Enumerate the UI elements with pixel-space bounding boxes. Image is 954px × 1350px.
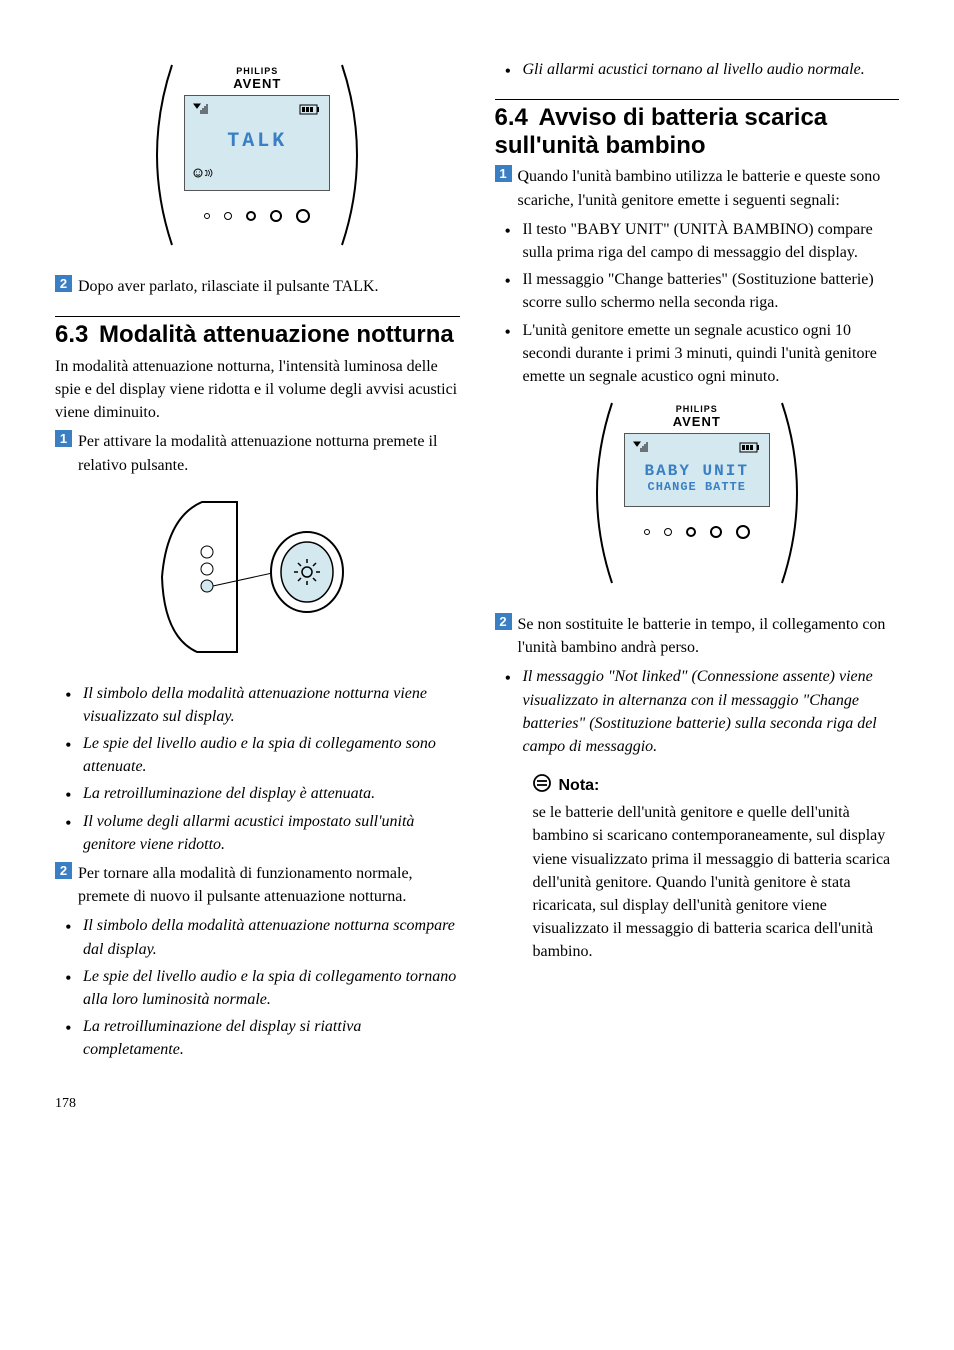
note-label: Nota:: [559, 777, 600, 795]
section-rule-64: [495, 99, 900, 100]
subbrand-label: AVENT: [172, 76, 342, 91]
baby-unit-figure: PHILIPS AVENT BABY UNIT CHANGE BATT: [495, 398, 900, 593]
device-screen-2: BABY UNIT CHANGE BATTE: [624, 433, 770, 507]
section-6-4-step-2: 2 Se non sostituite le batterie in tempo…: [495, 613, 900, 659]
signal-icon: [193, 102, 211, 120]
subbrand-label-2: AVENT: [612, 414, 782, 429]
talk-text: TALK: [191, 120, 323, 167]
brand-label: PHILIPS: [172, 60, 342, 76]
brand-label-2: PHILIPS: [612, 398, 782, 414]
baby-unit-text: BABY UNIT: [631, 458, 763, 480]
step-number-1b: 1: [495, 165, 512, 182]
top-continuation-bullet: Gli allarmi acustici tornano al livello …: [495, 58, 900, 81]
step-2-talk: 2 Dopo aver parlato, rilasciate il pulsa…: [55, 275, 460, 298]
section-6-4-title: 6.4 Avviso di batteria scarica sull'unit…: [495, 104, 900, 159]
device-screen: TALK: [184, 95, 330, 191]
step-number-2b: 2: [55, 862, 72, 879]
signal-icon-2: [633, 440, 651, 458]
sound-level-dots: [172, 199, 342, 235]
section-6-4-bullets-1: Il testo "BABY UNIT" (UNITÀ BAMBINO) com…: [495, 218, 900, 388]
screen-bottom-icons: [191, 167, 323, 184]
section-6-3-intro: In modalità attenuazione notturna, l'int…: [55, 355, 460, 425]
step-number-2: 2: [55, 275, 72, 292]
section-6-3-step-1: 1 Per attivare la modalità attenuazione …: [55, 430, 460, 476]
section-6-3-step-2: 2 Per tornare alla modalità di funzionam…: [55, 862, 460, 908]
section-6-3-bullets-1: Il simbolo della modalità attenuazione n…: [55, 682, 460, 856]
right-column: Gli allarmi acustici tornano al livello …: [495, 50, 900, 1066]
step-number-1: 1: [55, 430, 72, 447]
battery-icon: [299, 102, 321, 120]
section-6-3-bullets-2: Il simbolo della modalità attenuazione n…: [55, 914, 460, 1061]
talk-device-figure: PHILIPS AVENT TALK: [55, 60, 460, 255]
section-6-4-step-1: 1 Quando l'unità bambino utilizza le bat…: [495, 165, 900, 211]
step-number-2c: 2: [495, 613, 512, 630]
left-column: PHILIPS AVENT TALK: [55, 50, 460, 1066]
battery-icon-2: [739, 440, 761, 458]
change-batteries-text: CHANGE BATTE: [631, 480, 763, 500]
note-icon: [533, 774, 551, 797]
sound-level-dots-2: [612, 515, 782, 551]
note-box: Nota: se le batterie dell'unità genitore…: [495, 774, 900, 963]
note-text: se le batterie dell'unità genitore e que…: [533, 801, 900, 963]
page-number: 178: [55, 1096, 899, 1112]
section-6-4-bullets-2: Il messaggio "Not linked" (Connessione a…: [495, 665, 900, 758]
night-mode-figure: [55, 487, 460, 662]
section-6-3-title: 6.3 Modalità attenuazione notturna: [55, 321, 460, 349]
section-rule: [55, 316, 460, 317]
